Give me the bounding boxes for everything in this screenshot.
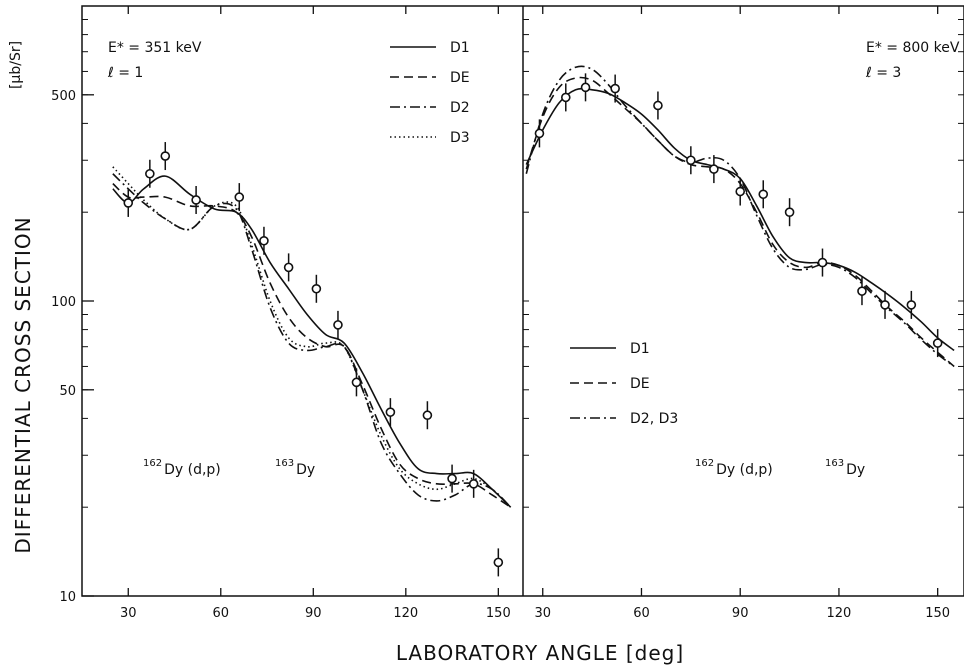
right-product: Dy [846, 462, 865, 478]
axes-layer: 10 50 100 500 30 60 90 120 150 30 60 90 120 150 [51, 6, 964, 621]
y-axis-unit: [μb/Sr] [8, 41, 24, 89]
left-curve-d1 [112, 175, 512, 508]
y-tick-label: 50 [59, 384, 76, 399]
right-legend-label-de: DE [630, 376, 650, 392]
left-data-point [468, 479, 479, 489]
left-curve-d2 [112, 173, 512, 508]
right-data-point [784, 207, 795, 217]
left-target-mass: 162 [143, 458, 162, 469]
right-data-point [857, 286, 867, 296]
left-data-point [259, 235, 269, 246]
right-data-point [817, 257, 828, 268]
right-energy-label: E* = 800 keV [866, 40, 960, 56]
right-data-point [560, 92, 571, 103]
right-product-label: 163 Dy [825, 458, 865, 478]
right-data-point [534, 128, 545, 139]
left-legend-label-d3: D3 [450, 130, 470, 146]
y-tick-label: 10 [59, 590, 76, 605]
right-x-tick-label: 60 [633, 606, 650, 621]
left-curve-d3 [112, 166, 512, 508]
left-data-point [385, 407, 396, 417]
right-x-tick-label: 120 [827, 606, 852, 621]
left-reaction-label: 162 Dy (d,p) [143, 458, 221, 478]
left-product-label: 163 Dy [275, 458, 315, 478]
right-x-tick-label: 150 [925, 606, 950, 621]
right-data-point [709, 164, 719, 174]
right-legend-label-d2d3: D2, D3 [630, 411, 678, 427]
right-x-tick-label: 90 [732, 606, 749, 621]
left-x-tick-label: 150 [486, 606, 511, 621]
right-data-point [653, 100, 663, 111]
left-data-point [447, 473, 457, 484]
left-x-tick-label: 30 [120, 606, 137, 621]
right-data-point [758, 189, 769, 200]
right-reaction-label: 162 Dy (d,p) [695, 458, 773, 478]
legend-layer: D1 DE D2 D3 D1 DE D2, D3 [390, 40, 678, 427]
left-data-point [333, 320, 343, 330]
right-data-point [932, 338, 943, 348]
right-data-point [906, 300, 917, 310]
right-curve-de [525, 76, 955, 368]
left-data-point [234, 192, 245, 202]
right-data-point [880, 300, 890, 310]
left-legend-label-de: DE [450, 70, 470, 86]
left-data-point [311, 283, 322, 294]
y-tick-label: 100 [51, 295, 76, 310]
left-legend-label-d1: D1 [450, 40, 470, 56]
left-target: Dy (d,p) [164, 462, 221, 478]
left-curve-de [112, 183, 512, 508]
right-product-mass: 163 [825, 458, 844, 469]
curves-layer [112, 65, 955, 508]
right-target-mass: 162 [695, 458, 714, 469]
left-data-point [145, 168, 155, 179]
right-target: Dy (d,p) [716, 462, 773, 478]
right-data-point [610, 83, 620, 94]
right-data-point [735, 186, 746, 197]
left-x-tick-label: 60 [213, 606, 230, 621]
left-x-tick-label: 120 [393, 606, 418, 621]
left-data-point [422, 410, 433, 421]
left-data-point [493, 557, 504, 568]
points-layer [123, 73, 943, 577]
left-product: Dy [296, 462, 315, 478]
left-data-point [283, 262, 294, 273]
left-data-point [351, 377, 362, 388]
left-data-point [160, 151, 171, 161]
left-legend-label-d2: D2 [450, 100, 470, 116]
left-data-point [191, 195, 201, 205]
left-data-point [123, 198, 134, 208]
left-product-mass: 163 [275, 458, 294, 469]
right-legend-label-d1: D1 [630, 341, 650, 357]
left-x-tick-label: 90 [305, 606, 322, 621]
left-l-label: ℓ = 1 [107, 65, 143, 81]
right-data-point [686, 155, 696, 166]
right-x-tick-label: 30 [534, 606, 551, 621]
right-data-point [580, 82, 591, 93]
y-tick-label: 500 [51, 89, 76, 104]
y-axis-title: DIFFERENTIAL CROSS SECTION [11, 216, 35, 553]
right-curve-d2d3 [525, 65, 955, 368]
left-energy-label: E* = 351 keV [108, 40, 202, 56]
x-axis-title: LABORATORY ANGLE [deg] [396, 641, 684, 665]
right-l-label: ℓ = 3 [865, 65, 901, 81]
